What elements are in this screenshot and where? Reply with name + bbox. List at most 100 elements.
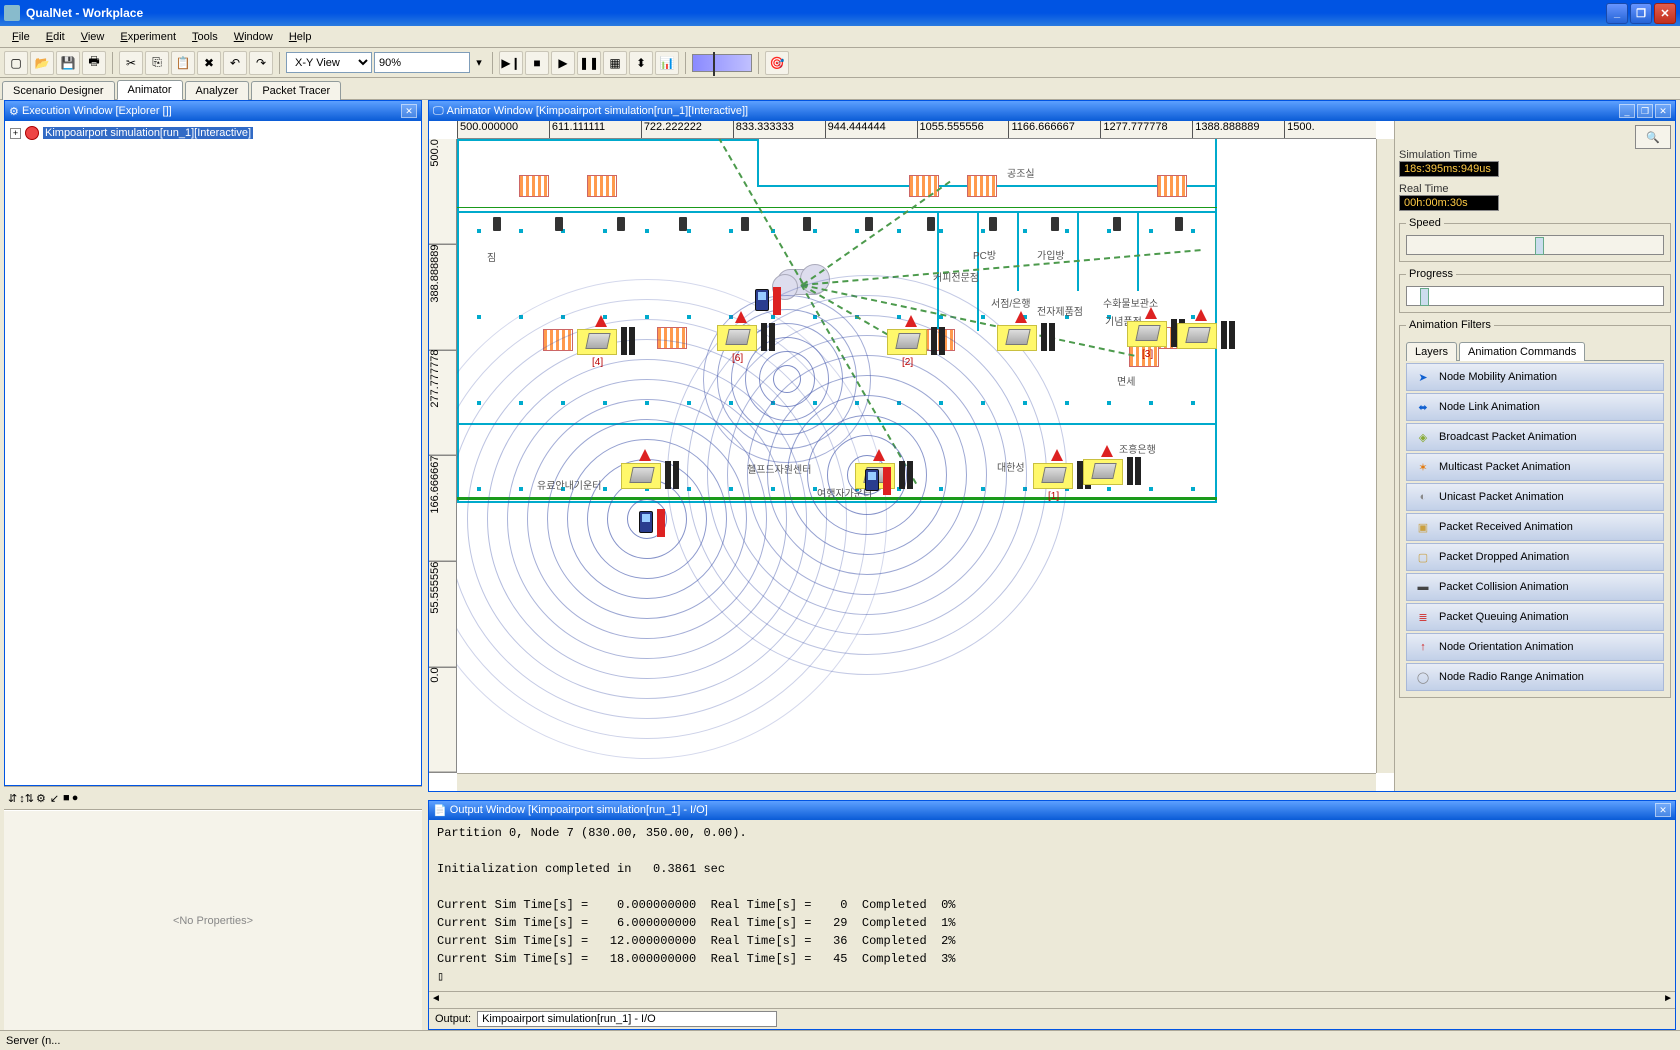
mobile-node[interactable] bbox=[755, 289, 769, 311]
filter-broadcast-packet-animation[interactable]: ◈Broadcast Packet Animation bbox=[1406, 423, 1664, 451]
cut-button[interactable]: ✂ bbox=[119, 51, 143, 75]
execution-window-title: ⚙ Execution Window [Explorer []] ✕ bbox=[5, 101, 421, 121]
animwin-max-icon[interactable]: ❐ bbox=[1637, 104, 1653, 118]
execwin-close-icon[interactable]: ✕ bbox=[401, 104, 417, 118]
access-point[interactable] bbox=[997, 325, 1037, 351]
close-button[interactable]: ✕ bbox=[1654, 3, 1676, 24]
filter-node-orientation-animation[interactable]: ↑Node Orientation Animation bbox=[1406, 633, 1664, 661]
animwin-min-icon[interactable]: _ bbox=[1619, 104, 1635, 118]
filter-packet-collision-animation[interactable]: ▬Packet Collision Animation bbox=[1406, 573, 1664, 601]
view-mode-select[interactable]: X-Y View bbox=[286, 52, 372, 73]
filter-unicast-packet-animation[interactable]: ◐Unicast Packet Animation bbox=[1406, 483, 1664, 511]
tree-item-label[interactable]: Kimpoairport simulation[run_1][Interacti… bbox=[43, 127, 253, 139]
tree-expand-icon[interactable]: + bbox=[10, 128, 21, 139]
save-button[interactable]: 💾 bbox=[56, 51, 80, 75]
speed-slider-box[interactable] bbox=[1406, 235, 1664, 255]
status-text: Server (n... bbox=[6, 1035, 60, 1047]
animation-canvas-wrap: 500.000000611.111111722.222222833.333333… bbox=[429, 121, 1395, 791]
animwin-close-icon[interactable]: ✕ bbox=[1655, 104, 1671, 118]
access-point[interactable]: [1] bbox=[1033, 463, 1073, 489]
statusbar: Server (n... bbox=[0, 1030, 1680, 1050]
prop-btn-4[interactable]: ↙ bbox=[50, 792, 59, 805]
access-point[interactable] bbox=[1083, 459, 1123, 485]
access-point[interactable]: [6] bbox=[717, 325, 757, 351]
filter-icon: ◐ bbox=[1415, 489, 1431, 505]
filter-icon: ◈ bbox=[1415, 429, 1431, 445]
animator-icon: 🖵 bbox=[433, 105, 444, 118]
canvas-scrollbar-v[interactable] bbox=[1376, 139, 1394, 773]
undo-button[interactable]: ↶ bbox=[223, 51, 247, 75]
record-button[interactable]: 🎯 bbox=[765, 51, 789, 75]
mobile-node[interactable] bbox=[865, 469, 879, 491]
access-point[interactable] bbox=[1177, 323, 1217, 349]
delete-button[interactable]: ✖ bbox=[197, 51, 221, 75]
menu-edit[interactable]: Edit bbox=[38, 29, 73, 45]
maximize-button[interactable]: ❐ bbox=[1630, 3, 1652, 24]
access-point[interactable] bbox=[621, 463, 661, 489]
play-button[interactable]: ▶ bbox=[551, 51, 575, 75]
output-status-label: Output: bbox=[435, 1013, 471, 1025]
filter-icon: ✶ bbox=[1415, 459, 1431, 475]
filter-node-radio-range-animation[interactable]: ◯Node Radio Range Animation bbox=[1406, 663, 1664, 691]
filter-node-mobility-animation[interactable]: ➤Node Mobility Animation bbox=[1406, 363, 1664, 391]
scenario-tree[interactable]: + Kimpoairport simulation[run_1][Interac… bbox=[5, 121, 421, 145]
access-point[interactable]: [2] bbox=[887, 329, 927, 355]
filter-icon: ▬ bbox=[1415, 579, 1431, 595]
zoom-dropdown-icon[interactable]: ▾ bbox=[472, 56, 486, 69]
filter-packet-queuing-animation[interactable]: ≣Packet Queuing Animation bbox=[1406, 603, 1664, 631]
filter-packet-dropped-animation[interactable]: ▢Packet Dropped Animation bbox=[1406, 543, 1664, 571]
minimize-button[interactable]: _ bbox=[1606, 3, 1628, 24]
new-button[interactable]: ▢ bbox=[4, 51, 28, 75]
stop-button[interactable]: ■ bbox=[525, 51, 549, 75]
progress-slider-box[interactable] bbox=[1406, 286, 1664, 306]
app-icon bbox=[4, 5, 20, 21]
filter-tab-layers[interactable]: Layers bbox=[1406, 342, 1457, 361]
filter-icon: ≣ bbox=[1415, 609, 1431, 625]
prop-btn-2[interactable]: ↕⇅ bbox=[19, 792, 34, 805]
outwin-close-icon[interactable]: ✕ bbox=[1655, 803, 1671, 817]
paste-button[interactable]: 📋 bbox=[171, 51, 195, 75]
output-scrollbar-h[interactable] bbox=[429, 991, 1675, 1008]
speed-slider[interactable] bbox=[692, 54, 752, 72]
tab-animator[interactable]: Animator bbox=[117, 80, 183, 100]
prop-btn-6[interactable]: ● bbox=[72, 792, 79, 804]
canvas-scrollbar-h[interactable] bbox=[457, 773, 1376, 791]
prop-btn-3[interactable]: ⚙ bbox=[36, 792, 46, 805]
menu-tools[interactable]: Tools bbox=[184, 29, 226, 45]
stats-button[interactable]: 📊 bbox=[655, 51, 679, 75]
animation-canvas[interactable]: 공조실PC방가입방커피전문점서점/은행전자제품점수화물보관소기념품점조흥은행대한… bbox=[457, 139, 1376, 773]
mobile-node[interactable] bbox=[639, 511, 653, 533]
access-point[interactable]: [4] bbox=[577, 329, 617, 355]
prop-btn-5[interactable]: ■ bbox=[63, 792, 70, 804]
ruler-horizontal: 500.000000611.111111722.222222833.333333… bbox=[457, 121, 1376, 139]
filters-label: Animation Filters bbox=[1406, 319, 1494, 331]
output-text[interactable]: Partition 0, Node 7 (830.00, 350.00, 0.0… bbox=[429, 820, 1675, 992]
pause-button[interactable]: ❚❚ bbox=[577, 51, 601, 75]
output-icon: 📄 bbox=[433, 804, 447, 817]
menu-file[interactable]: File bbox=[4, 29, 38, 45]
magnify-button[interactable]: 🔍 bbox=[1635, 125, 1671, 149]
copy-button[interactable]: ⎘ bbox=[145, 51, 169, 75]
menu-help[interactable]: Help bbox=[281, 29, 320, 45]
menu-experiment[interactable]: Experiment bbox=[112, 29, 184, 45]
menu-window[interactable]: Window bbox=[226, 29, 281, 45]
menu-view[interactable]: View bbox=[73, 29, 113, 45]
sim-time-label: Simulation Time bbox=[1399, 149, 1671, 161]
print-button[interactable]: 🖶 bbox=[82, 51, 106, 75]
tab-analyzer[interactable]: Analyzer bbox=[185, 81, 250, 100]
chart-button[interactable]: ⬍ bbox=[629, 51, 653, 75]
redo-button[interactable]: ↷ bbox=[249, 51, 273, 75]
ruler-vertical: 500.0388.888889277.777778166.66666755.55… bbox=[429, 139, 457, 773]
tab-packet-tracer[interactable]: Packet Tracer bbox=[251, 81, 341, 100]
tab-scenario-designer[interactable]: Scenario Designer bbox=[2, 81, 115, 100]
filter-node-link-animation[interactable]: ⬌Node Link Animation bbox=[1406, 393, 1664, 421]
filter-multicast-packet-animation[interactable]: ✶Multicast Packet Animation bbox=[1406, 453, 1664, 481]
access-point[interactable]: [3] bbox=[1127, 321, 1167, 347]
open-button[interactable]: 📂 bbox=[30, 51, 54, 75]
prop-btn-1[interactable]: ⇵ bbox=[8, 792, 17, 805]
step-button[interactable]: ▦ bbox=[603, 51, 627, 75]
filter-tab-animation-commands[interactable]: Animation Commands bbox=[1459, 342, 1585, 361]
run-button[interactable]: ▶❙ bbox=[499, 51, 523, 75]
filter-packet-received-animation[interactable]: ▣Packet Received Animation bbox=[1406, 513, 1664, 541]
zoom-combo[interactable] bbox=[374, 52, 470, 73]
